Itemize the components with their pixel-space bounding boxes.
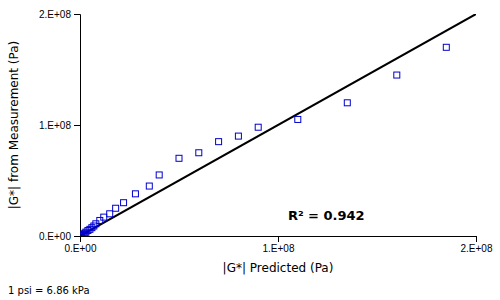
point	[443, 44, 449, 50]
point	[121, 200, 127, 206]
footnote: 1 psi = 6.86 kPa	[8, 285, 90, 296]
point	[394, 72, 400, 78]
x-tick-label: 1.E+08	[263, 243, 295, 254]
y-axis-title: |G*| from Measurement (Pa)	[7, 41, 21, 210]
point	[91, 223, 97, 229]
y-axis-line	[74, 15, 81, 237]
x-axis: 0.E+00 1.E+08 2.E+08	[65, 236, 493, 254]
y-axis: 0.E+00 1.E+08 2.E+08	[39, 9, 80, 242]
x-tick-mark	[278, 236, 279, 242]
plot-area	[80, 14, 476, 236]
y-tick: 1.E+08	[39, 120, 80, 131]
x-tick-label: 2.E+08	[461, 243, 493, 254]
y-tick-label: 2.E+08	[39, 9, 71, 20]
point	[107, 211, 113, 217]
point	[156, 172, 162, 178]
y-tick-label: 1.E+08	[39, 120, 71, 131]
point	[146, 183, 152, 189]
y-tick: 0.E+00	[39, 231, 80, 242]
point	[295, 116, 301, 122]
y-tick-mark	[74, 14, 80, 15]
point	[176, 155, 182, 161]
y-tick-mark	[74, 236, 80, 237]
point	[113, 205, 119, 211]
point	[216, 139, 222, 145]
point	[89, 225, 95, 231]
point	[344, 100, 350, 106]
x-axis-title: |G*| Predicted (Pa)	[223, 261, 334, 275]
annotation: R² = 0.942	[288, 208, 365, 223]
point	[255, 124, 261, 130]
y-tick-label: 0.E+00	[39, 231, 71, 242]
point	[235, 133, 241, 139]
point	[132, 191, 138, 197]
x-tick-mark	[476, 236, 477, 242]
x-axis-line	[81, 237, 477, 243]
line	[80, 14, 476, 236]
x-tick: 2.E+08	[461, 236, 493, 254]
point	[196, 150, 202, 156]
y-tick: 2.E+08	[39, 9, 80, 20]
point	[101, 214, 107, 220]
x-tick: 1.E+08	[263, 236, 295, 254]
chart: 0.E+00 1.E+08 2.E+08 0.E+00 1.E+08 2.E+08 |G*|…	[0, 0, 500, 300]
y-tick-mark	[74, 125, 80, 126]
x-tick-label: 0.E+00	[65, 243, 97, 254]
